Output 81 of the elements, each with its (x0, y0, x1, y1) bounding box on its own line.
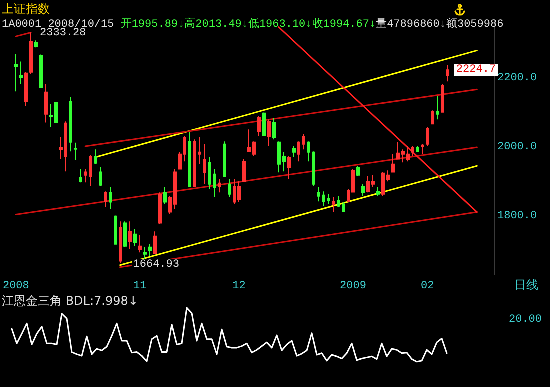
candlestick (203, 144, 206, 185)
candlestick (128, 221, 132, 250)
candlestick (297, 141, 300, 162)
candlestick (327, 194, 330, 205)
candlestick (29, 32, 33, 75)
x-tick-label: 2009 (340, 280, 366, 292)
candlestick (114, 215, 117, 246)
candlestick (322, 191, 325, 207)
candlestick (361, 184, 365, 197)
candlestick (292, 146, 296, 158)
candlestick (287, 156, 291, 180)
candlestick (302, 134, 305, 150)
candlestick (257, 116, 261, 137)
candlestick (262, 112, 266, 137)
annotation: 1664.93 (133, 258, 180, 271)
candlestick (446, 64, 449, 82)
candlestick (138, 234, 142, 254)
candlestick (123, 221, 127, 248)
y-tick-label: 2000.0 (498, 142, 538, 154)
candlestick (223, 141, 226, 178)
candlestick (416, 146, 419, 153)
candlestick (34, 40, 38, 48)
candlestick (163, 186, 167, 205)
y-tick-label: 2200.0 (498, 72, 538, 85)
candlestick (411, 146, 414, 157)
candlestick (158, 192, 162, 225)
candlestick (421, 144, 424, 155)
candlestick (94, 149, 97, 165)
candlestick (218, 179, 221, 194)
chart-title: 上证指数 (2, 1, 50, 18)
candlestick (307, 141, 310, 162)
candlestick (237, 181, 241, 203)
candlestick (19, 61, 23, 85)
candlestick (376, 186, 380, 197)
candlestick (14, 54, 18, 92)
candlestick (148, 244, 152, 257)
candlestick (337, 196, 340, 208)
candlestick (342, 202, 345, 213)
candlestick (267, 119, 271, 147)
candlestick (426, 127, 429, 147)
candlestick (391, 154, 395, 174)
candlestick (153, 231, 157, 255)
candlestick (242, 159, 246, 183)
candlestick (436, 96, 439, 120)
text: 20.00 (509, 314, 542, 326)
candlestick (99, 166, 102, 187)
candlestick (312, 151, 315, 187)
candlestick (104, 191, 107, 208)
annotation: 开1995.89↓高2013.49↓低1963.10↓收1994.67↓ (120, 19, 376, 31)
candlestick (79, 169, 82, 184)
x-tick-label: 12 (232, 280, 246, 292)
candlestick (317, 186, 320, 202)
candlestick (198, 137, 201, 165)
candlestick (89, 154, 92, 187)
x-axis-title: 日线 (514, 278, 538, 292)
candlestick (44, 84, 48, 124)
chart-title: 江恩金三角 BDL:7.998↓ (2, 293, 138, 310)
candlestick (213, 169, 216, 198)
candlestick (272, 118, 276, 140)
candlestick (133, 229, 137, 247)
annotation: 2224.7 (456, 64, 496, 76)
candlestick (441, 84, 444, 114)
candlestick (188, 132, 191, 188)
candlestick (69, 97, 72, 152)
candlestick (84, 169, 87, 184)
x-tick-label: 02 (420, 280, 434, 292)
candlestick (109, 186, 112, 210)
candlestick (356, 166, 360, 177)
candlestick (193, 139, 196, 188)
candlestick (39, 54, 43, 89)
x-tick-label: 2008 (2, 280, 30, 292)
y-tick-label: 1800.0 (498, 210, 538, 222)
annotation: 量47896860↓额3059986 (376, 19, 504, 31)
candlestick (24, 72, 28, 107)
candlestick (208, 156, 211, 190)
candlestick (74, 142, 77, 161)
candlestick (119, 221, 122, 264)
x-tick-label: 11 (133, 280, 148, 292)
candlestick (431, 110, 434, 125)
candlestick (228, 179, 231, 198)
candlestick (332, 196, 335, 213)
